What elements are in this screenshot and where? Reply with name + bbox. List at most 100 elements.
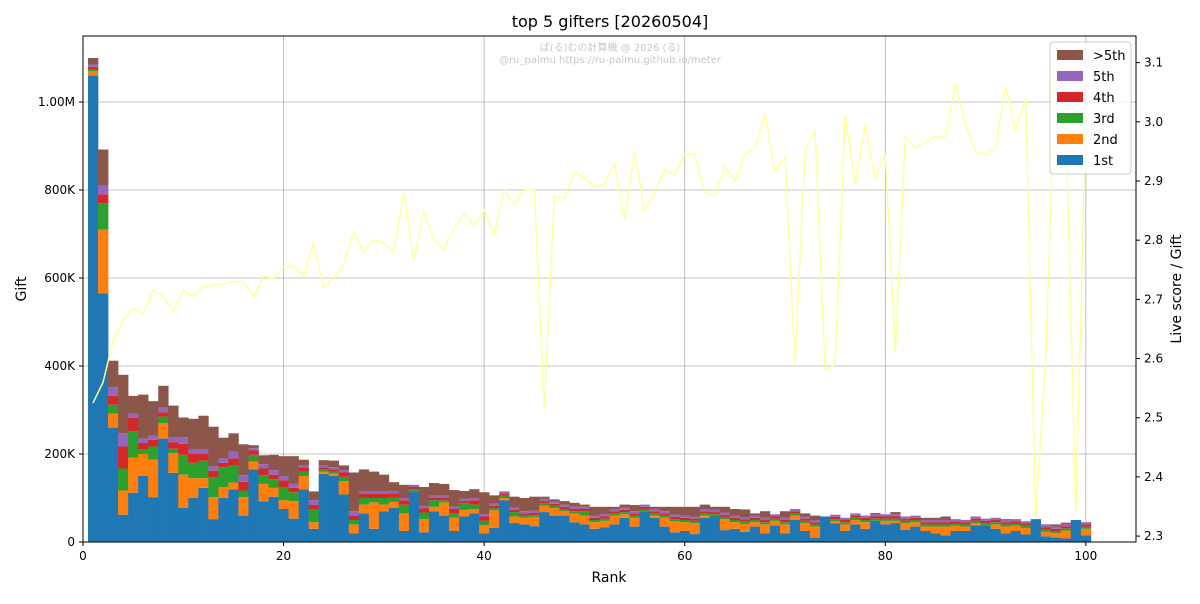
bar-segment (639, 509, 650, 512)
bar-segment (769, 525, 781, 542)
bar-segment (549, 503, 560, 506)
bar-segment (840, 531, 851, 542)
bar-segment (479, 525, 490, 534)
bar-segment (579, 504, 590, 507)
bar-segment (759, 520, 771, 523)
bar-segment (88, 71, 99, 76)
bar-segment (749, 517, 761, 520)
bar-segment (1060, 528, 1072, 531)
bar-segment (830, 523, 841, 542)
bars (88, 58, 1092, 542)
bar-segment (489, 527, 500, 542)
bar-segment (388, 482, 400, 491)
bar-segment (1050, 526, 1062, 529)
bar-segment (449, 531, 460, 542)
bar-segment (318, 465, 329, 468)
bar-segment (689, 520, 701, 524)
bar-segment (489, 508, 500, 511)
bar-segment (589, 520, 600, 523)
bar-segment (298, 467, 309, 472)
bar-segment (469, 504, 480, 509)
bar-segment (880, 520, 891, 525)
bar-segment (138, 454, 149, 476)
bar-segment (689, 534, 701, 542)
bar-segment (830, 514, 841, 517)
bar-segment (930, 533, 941, 542)
bar-segment (519, 524, 530, 542)
bar-segment (599, 518, 610, 521)
bar-segment (579, 509, 590, 512)
bar-segment (810, 524, 821, 527)
bar-segment (178, 417, 189, 438)
y2-tick-label: 2.5 (1144, 411, 1163, 425)
bar-segment (990, 528, 1001, 542)
bar-segment (108, 413, 119, 428)
bar-segment (428, 500, 440, 507)
bar-segment (288, 492, 299, 502)
bar-segment (739, 519, 751, 522)
bar-segment (810, 520, 821, 523)
bar-segment (218, 487, 229, 498)
bar-segment (749, 526, 761, 542)
bar-segment (198, 478, 209, 488)
bar-segment (218, 467, 229, 487)
bar-segment (769, 516, 781, 519)
bar-segment (238, 475, 249, 482)
bar-segment (138, 449, 149, 454)
plot-frame (82, 35, 1137, 543)
bar-segment (649, 517, 660, 542)
bar-segment (208, 497, 219, 520)
bar-segment (348, 533, 360, 542)
bar-segment (148, 446, 159, 460)
y2-tick-label: 3.1 (1144, 56, 1163, 70)
bar-segment (268, 470, 279, 475)
bar-segment (529, 496, 540, 511)
bar-segment (529, 512, 540, 516)
bar-segment (148, 435, 159, 440)
bar-segment (719, 519, 731, 531)
legend-label: 5th (1093, 70, 1115, 85)
bar-segment (940, 526, 951, 536)
bar-segment (559, 509, 570, 512)
bar-segment (158, 412, 169, 417)
bar-segment (308, 491, 319, 501)
bar-segment (338, 465, 350, 471)
bar-segment (378, 498, 390, 505)
bar-segment (178, 474, 189, 508)
bar-segment (960, 522, 971, 525)
bar-segment (1050, 531, 1062, 534)
bar-segment (970, 518, 981, 521)
y2-tick-label: 2.7 (1144, 292, 1163, 306)
legend-swatch (1057, 134, 1083, 144)
bar-segment (559, 506, 570, 509)
bar-segment (368, 502, 380, 529)
bar-segment (278, 480, 289, 487)
bar-segment (388, 497, 400, 502)
watermark-line-2: @ru_palmu https://ru-palmu.github.io/met… (499, 55, 722, 66)
bar-segment (719, 516, 731, 520)
bar-segment (338, 494, 350, 542)
bar-segment (408, 489, 420, 492)
bar-segment (158, 416, 169, 424)
bar-segment (739, 509, 751, 518)
bar-segment (519, 517, 530, 525)
bar-segment (659, 515, 670, 518)
bar-segment (318, 473, 329, 542)
bar-segment (449, 509, 460, 514)
bar-segment (1010, 519, 1021, 522)
bar-segment (569, 502, 580, 507)
bar-segment (439, 502, 450, 516)
bar-segment (890, 523, 901, 542)
bar-segment (238, 490, 249, 498)
bar-segment (1050, 537, 1062, 542)
bar-segment (910, 522, 921, 527)
bar-segment (599, 506, 610, 515)
bar-segment (519, 513, 530, 516)
bar-segment (900, 523, 911, 530)
bar-segment (338, 481, 350, 495)
bar-segment (890, 518, 901, 521)
bar-segment (428, 495, 440, 498)
bar-segment (489, 503, 500, 506)
bar-segment (298, 459, 309, 465)
bar-segment (860, 520, 871, 523)
